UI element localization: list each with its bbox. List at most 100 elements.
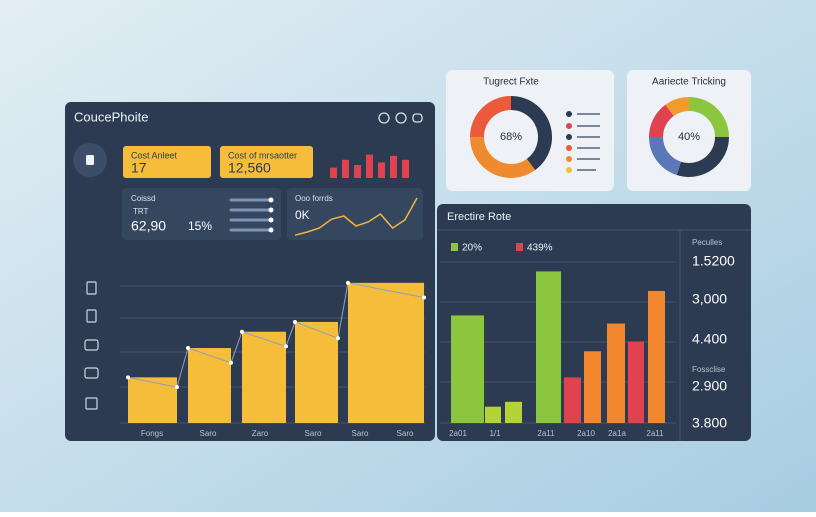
bar [628, 341, 644, 423]
mini-bar [402, 159, 409, 178]
side-value: 2.900 [692, 378, 727, 394]
trend-line [294, 197, 418, 236]
x-tick-label: 2a1a [608, 429, 626, 438]
side-value: 4.400 [692, 331, 727, 347]
nav-icon[interactable] [84, 339, 99, 351]
side-value: 3.800 [692, 415, 727, 431]
donut-segment [470, 136, 536, 178]
nav-icon[interactable] [84, 367, 99, 379]
line-point [175, 385, 179, 390]
mini-bar [354, 165, 361, 178]
bar [485, 406, 501, 423]
donut-segment [676, 136, 729, 177]
mini-bar [330, 167, 337, 178]
line-point [186, 346, 190, 351]
bar [648, 290, 665, 423]
bar [128, 377, 177, 423]
knob [268, 207, 274, 213]
slider-knobs [268, 197, 274, 233]
donut-legend-dots [566, 111, 572, 173]
icon[interactable] [395, 112, 407, 124]
side-value: 3,000 [692, 291, 727, 307]
x-tick-label: 2a01 [449, 429, 467, 438]
x-tick-label: Saro [305, 429, 322, 438]
bar [505, 401, 522, 423]
x-tick-label: Fongs [141, 429, 163, 438]
x-tick-label: Zaro [252, 429, 269, 438]
x-tick-label: 2a11 [646, 429, 664, 438]
kpi-card [123, 146, 211, 178]
panel-title: CoucePhoite [74, 109, 148, 124]
mini-bar [342, 159, 349, 178]
legend-swatch [451, 243, 458, 251]
donut-title: Tugrect Fxte [483, 77, 539, 88]
x-tick-label: Saro [397, 429, 414, 438]
trend-value: 0K [295, 208, 310, 222]
donut-segment [665, 97, 690, 117]
legend-dot [566, 111, 572, 117]
sliders [229, 198, 272, 232]
legend-dot [566, 156, 572, 162]
trend-line [127, 282, 425, 388]
line-point [229, 360, 233, 365]
nav-icon[interactable] [86, 309, 97, 323]
side-value: 1.5200 [692, 253, 735, 269]
legend-dot [566, 134, 572, 140]
bar [607, 323, 625, 423]
legend-swatch [516, 243, 523, 251]
x-tick-label: Saro [352, 429, 369, 438]
bar [536, 271, 561, 423]
bar [451, 315, 484, 423]
bar [564, 377, 581, 423]
donut-segment [649, 104, 675, 138]
line-point [293, 319, 297, 324]
legend-dot [566, 123, 572, 129]
kpi-label: Cost of mrsaotter [228, 150, 297, 160]
mini-bar [366, 154, 373, 178]
panel-title: Erectire Rote [447, 211, 511, 223]
x-tick-label: 2a11 [537, 429, 555, 438]
legend-label: 20% [462, 243, 482, 254]
knob [268, 197, 274, 203]
icon[interactable] [412, 113, 423, 123]
stats-percent: 15% [188, 219, 212, 233]
nav-icon[interactable] [86, 281, 97, 295]
line-point [336, 336, 340, 341]
bar [584, 351, 601, 423]
donut-title: Aariecte Tricking [652, 77, 726, 88]
donut-segment [688, 97, 729, 138]
stats-title: Coissd [131, 194, 155, 203]
kpi-label: Cost Anleet [131, 150, 178, 160]
line-point [284, 344, 288, 349]
donut-segment [470, 96, 512, 138]
x-tick-label: Saro [200, 429, 217, 438]
kpi-value: 12,560 [228, 160, 271, 176]
mini-bar [390, 155, 397, 178]
line-point [346, 280, 350, 285]
legend-label: 439% [527, 243, 553, 254]
knob [268, 217, 274, 223]
donut-segment [510, 96, 552, 171]
line-point [422, 295, 426, 300]
bar [295, 321, 338, 423]
legend-dot [566, 167, 572, 173]
legend-dot [566, 145, 572, 151]
x-tick-label: 1/1 [489, 429, 501, 438]
trend-title: Ooo forrds [295, 194, 333, 203]
line-point [126, 375, 130, 380]
donut-center: 68% [500, 131, 522, 143]
main-panel [65, 102, 435, 441]
x-tick-label: 2a10 [577, 429, 595, 438]
sidebar-icons [84, 281, 99, 410]
header-icons [378, 112, 423, 124]
kpi-value: 17 [131, 160, 147, 176]
stats-subtitle: TRT [133, 207, 149, 216]
donut-segment [649, 136, 682, 176]
knob [268, 227, 274, 233]
donut-legend [577, 113, 600, 171]
side-label: Fossclise [692, 365, 726, 374]
nav-icon[interactable] [85, 397, 98, 410]
donut-center: 40% [678, 131, 700, 143]
icon[interactable] [378, 112, 390, 124]
